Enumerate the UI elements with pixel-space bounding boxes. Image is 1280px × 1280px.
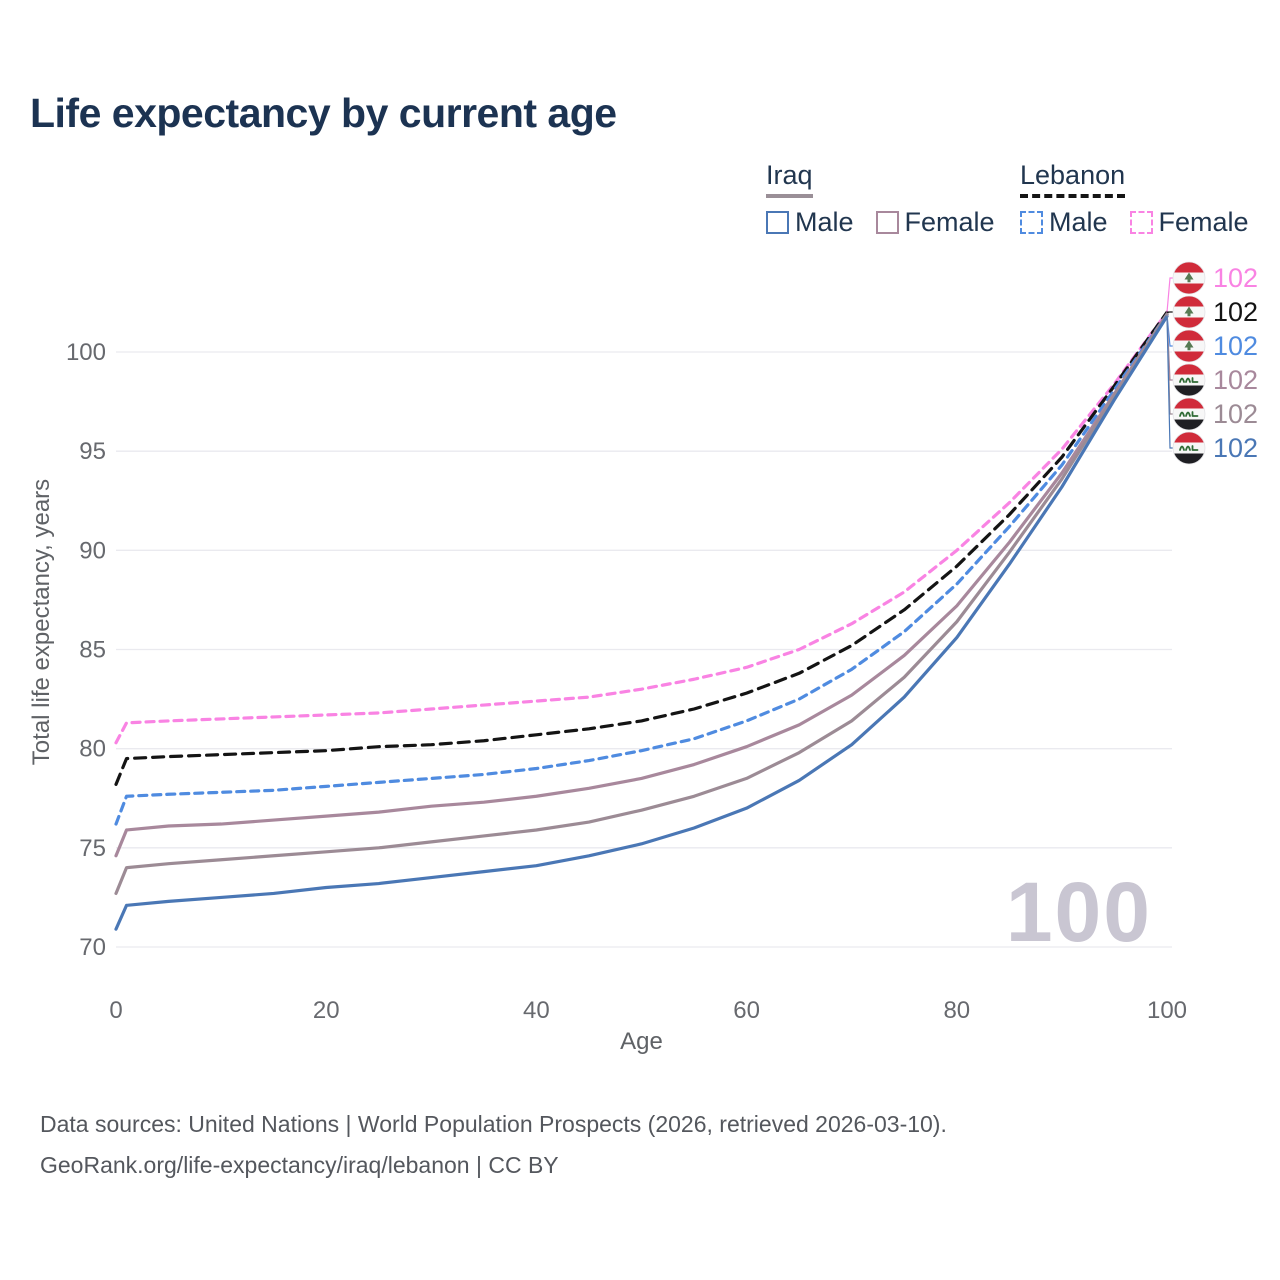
end-value-label: 102	[1213, 399, 1258, 429]
footer: Data sources: United Nations | World Pop…	[40, 1104, 947, 1186]
flag-ring	[1172, 261, 1206, 295]
iraq-flag-icon	[1173, 398, 1205, 430]
legend-item-iraq-male[interactable]: Male	[766, 207, 854, 238]
iraq-male-swatch-icon	[766, 211, 789, 234]
x-tick-label: 20	[313, 997, 340, 1024]
legend-group-iraq: Iraq Male Female	[766, 160, 995, 238]
y-tick-label: 85	[79, 637, 106, 664]
y-tick-label: 75	[79, 835, 106, 862]
flag-ring	[1172, 431, 1206, 465]
x-tick-label: 80	[943, 997, 970, 1024]
legend-item-lebanon-female[interactable]: Female	[1129, 207, 1249, 238]
page-title: Life expectancy by current age	[30, 90, 617, 136]
legend-label-iraq-male: Male	[795, 207, 854, 237]
footer-data-sources: Data sources: United Nations | World Pop…	[40, 1111, 947, 1137]
line-lebanon-female[interactable]	[114, 310, 1169, 745]
lebanon-flag-icon	[1173, 330, 1205, 362]
x-tick-label: 0	[109, 997, 122, 1024]
end-value-label: 102	[1213, 433, 1258, 463]
flag-ring	[1172, 295, 1206, 329]
line-iraq-both[interactable]	[114, 312, 1169, 896]
flag-ring	[1172, 397, 1206, 431]
y-tick-label: 70	[79, 934, 106, 961]
x-tick-label: 60	[733, 997, 760, 1024]
flag-ring	[1172, 363, 1206, 397]
legend-group-lebanon: Lebanon Male Female	[1020, 160, 1249, 238]
iraq-female-swatch-icon	[875, 211, 899, 234]
y-tick-label: 95	[79, 438, 106, 465]
y-tick-label: 90	[79, 537, 106, 564]
end-value-label: 102	[1213, 263, 1258, 293]
lebanon-flag-icon	[1173, 296, 1205, 328]
x-tick-label: 40	[523, 997, 550, 1024]
legend-item-lebanon-male[interactable]: Male	[1020, 207, 1108, 238]
legend-country-lebanon[interactable]: Lebanon	[1020, 160, 1126, 198]
y-tick-label: 100	[66, 339, 106, 366]
legend-label-lebanon-male: Male	[1049, 207, 1108, 237]
line-iraq-female[interactable]	[114, 312, 1169, 858]
age-counter-watermark: 100	[1005, 865, 1152, 959]
legend-item-iraq-female[interactable]: Female	[875, 207, 995, 238]
end-value-label: 102	[1213, 365, 1258, 395]
line-lebanon-male[interactable]	[114, 312, 1169, 826]
lebanon-flag-icon	[1173, 262, 1205, 294]
end-value-label: 102	[1213, 297, 1258, 327]
line-lebanon-both[interactable]	[114, 310, 1169, 786]
legend-label-iraq-female: Female	[904, 207, 995, 237]
y-tick-label: 80	[79, 736, 106, 763]
iraq-flag-icon	[1173, 364, 1205, 396]
iraq-flag-icon	[1173, 432, 1205, 464]
legend-label-lebanon-female: Female	[1158, 207, 1249, 237]
x-axis-title: Age	[620, 1028, 663, 1055]
lebanon-male-swatch-icon	[1020, 211, 1043, 234]
x-tick-label: 100	[1147, 997, 1187, 1024]
footer-attribution: GeoRank.org/life-expectancy/iraq/lebanon…	[40, 1152, 559, 1178]
legend-country-iraq[interactable]: Iraq	[766, 160, 813, 198]
line-iraq-male[interactable]	[114, 314, 1169, 931]
flag-ring	[1172, 329, 1206, 363]
end-value-label: 102	[1213, 331, 1258, 361]
lebanon-female-swatch-icon	[1129, 211, 1153, 234]
